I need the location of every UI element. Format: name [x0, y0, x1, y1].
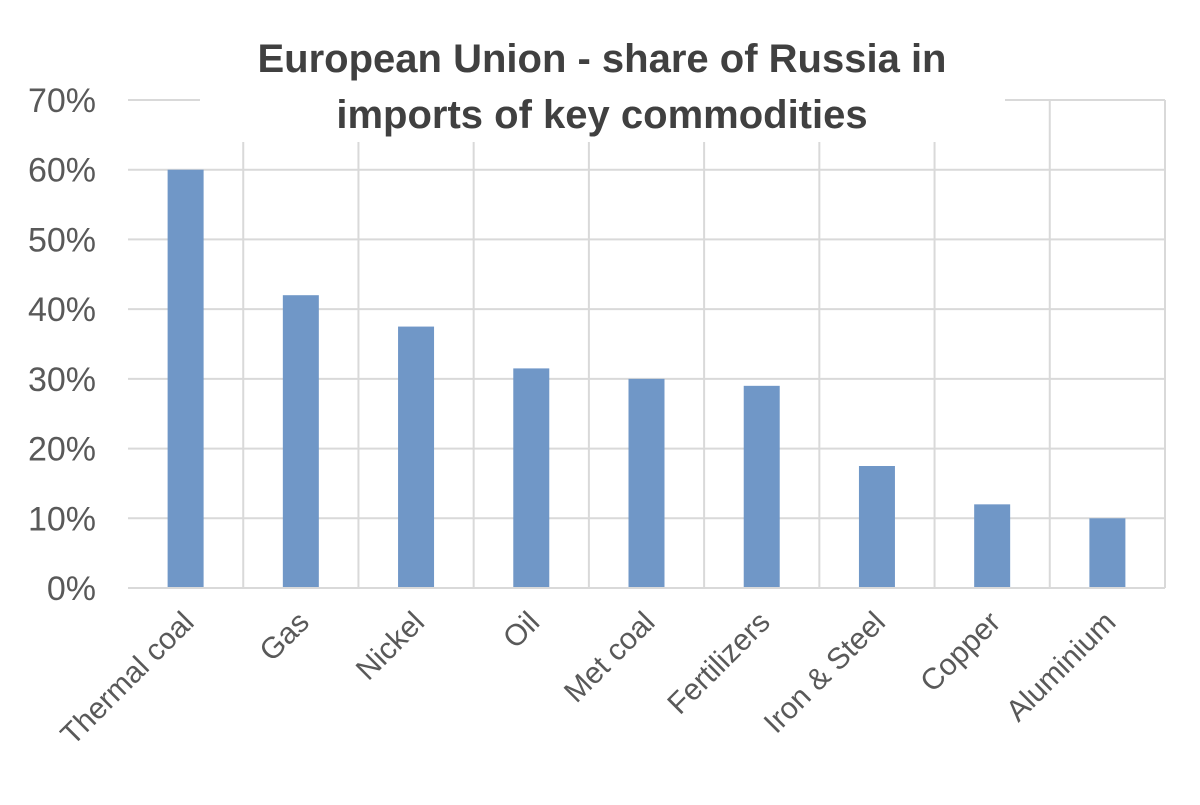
bar	[628, 378, 665, 588]
y-tick-label: 70%	[28, 82, 96, 120]
y-tick-label: 40%	[28, 291, 96, 329]
x-tick-label: Met coal	[558, 606, 662, 710]
bar	[974, 504, 1011, 588]
y-tick-label: 30%	[28, 361, 96, 399]
bar	[1089, 518, 1126, 588]
title-background	[200, 30, 1005, 142]
x-tick-label: Aluminium	[1000, 606, 1122, 728]
bar	[858, 466, 895, 588]
x-tick-label: Thermal coal	[55, 606, 201, 752]
chart-title-line: imports of key commodities	[336, 93, 867, 137]
x-tick-label: Iron & Steel	[758, 606, 892, 740]
x-tick-label: Nickel	[350, 606, 431, 687]
bar	[282, 295, 319, 588]
bars	[167, 169, 1126, 588]
y-tick-label: 60%	[28, 152, 96, 190]
x-tick-label: Oil	[497, 606, 546, 655]
x-tick-label: Copper	[914, 606, 1007, 699]
bar	[398, 326, 435, 588]
y-tick-label: 10%	[28, 500, 96, 538]
x-tick-label: Fertilizers	[661, 606, 776, 721]
bar	[513, 368, 550, 588]
chart-title: European Union - share of Russia in impor…	[200, 30, 1005, 142]
x-tick-label: Gas	[254, 606, 316, 668]
bar	[167, 169, 204, 588]
y-tick-label: 50%	[28, 221, 96, 259]
bar	[743, 385, 780, 588]
y-tick-label: 20%	[28, 431, 96, 469]
y-tick-label: 0%	[47, 570, 96, 608]
chart-title-line: European Union - share of Russia in	[258, 37, 947, 81]
